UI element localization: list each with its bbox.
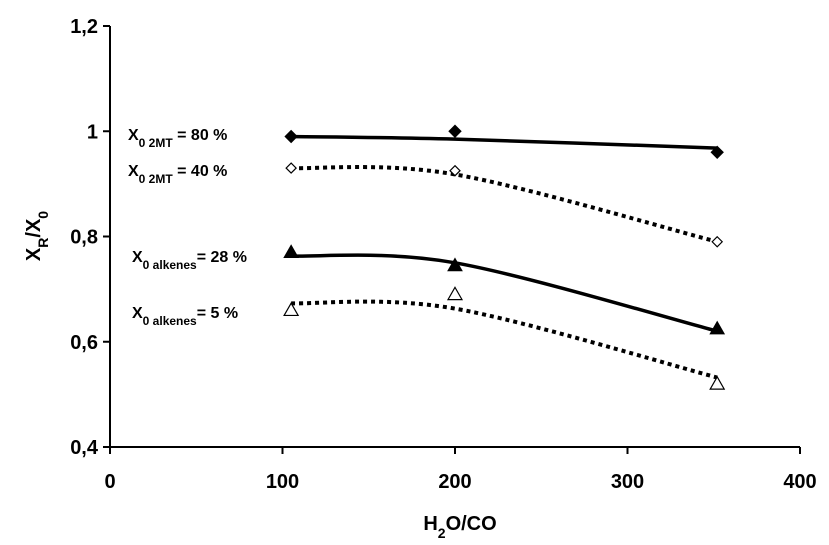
y-tick-label: 1 (87, 121, 98, 143)
y-axis-title: XR/X0 (23, 211, 51, 261)
fit-line-1 (291, 134, 718, 150)
data-point-1-2 (448, 124, 462, 138)
data-point-3-2 (447, 257, 463, 272)
x-tick-label: 0 (104, 471, 115, 493)
series-label-3: X0 alkenes= 28 % (132, 249, 247, 272)
data-point-1-3 (710, 145, 724, 160)
y-tick-label: 0,8 (70, 227, 98, 249)
series-label-2: X0 2MT = 40 % (128, 163, 227, 186)
series-label-1: X0 2MT = 80 % (128, 127, 227, 150)
data-point-4-1 (283, 301, 300, 317)
data-point-2-1 (285, 162, 297, 174)
data-markers (283, 124, 726, 390)
fit-line-4 (291, 299, 718, 380)
y-tick-label: 0,6 (70, 332, 98, 354)
x-tick-label: 100 (266, 471, 299, 493)
x-tick-label: 200 (438, 471, 471, 493)
x-tick-label: 300 (611, 471, 644, 493)
data-point-3-3 (709, 320, 726, 335)
series-label-4: X0 alkenes= 5 % (132, 305, 238, 328)
y-tick-label: 1,2 (70, 16, 98, 38)
fit-line-2 (291, 165, 718, 244)
series-annotations: X0 2MT = 80 % X0 2MT = 40 % X0 alkenes= 28… (128, 127, 247, 328)
ticks: 0 100 200 300 400 0,4 0,6 0,8 1 1,2 (70, 16, 817, 493)
fit-lines (291, 134, 718, 380)
data-point-1-1 (284, 129, 298, 144)
fit-line-3 (291, 253, 718, 333)
x-tick-label: 400 (783, 471, 816, 493)
data-point-4-2 (446, 286, 464, 301)
data-point-3-1 (283, 244, 299, 259)
axes (109, 26, 800, 448)
x-axis-title: H2O/CO (423, 513, 496, 541)
y-tick-label: 0,4 (70, 437, 99, 459)
data-point-4-3 (709, 375, 726, 390)
data-point-2-2 (449, 164, 461, 177)
data-point-2-3 (711, 235, 724, 248)
